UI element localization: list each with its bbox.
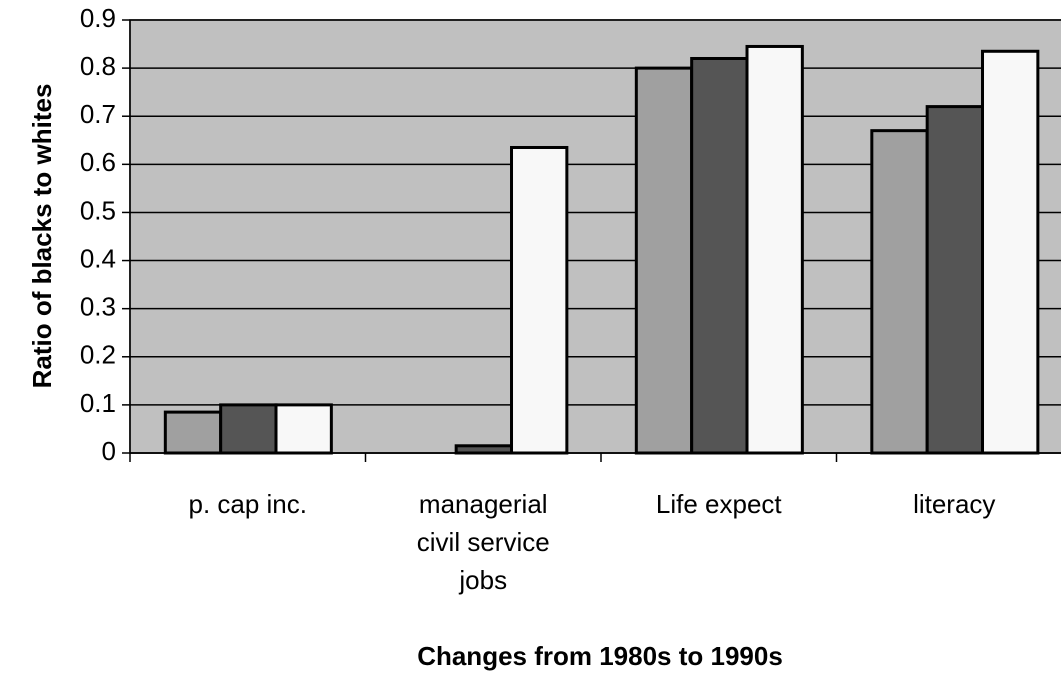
y-tick-label: 0 [102, 436, 116, 466]
bar [745, 44, 804, 455]
x-tick-label: managerial civil service jobs [417, 489, 550, 595]
bar [690, 56, 749, 455]
y-tick-label: 0.2 [80, 340, 116, 370]
bar [454, 444, 514, 455]
bar [634, 66, 694, 455]
x-tick-label: literacy [913, 489, 995, 519]
bar [981, 49, 1040, 455]
bar [163, 410, 223, 455]
x-tick-label: p. cap inc. [188, 489, 307, 519]
y-tick-label: 0.6 [80, 147, 116, 177]
y-tick-label: 0.8 [80, 51, 116, 81]
bar [870, 129, 929, 455]
bar [219, 403, 278, 455]
y-tick-label: 0.9 [80, 3, 116, 33]
bar [510, 145, 569, 455]
x-tick-label: Life expect [656, 489, 783, 519]
y-tick-label: 0.4 [80, 243, 116, 273]
y-tick-label: 0.7 [80, 99, 116, 129]
y-tick-label: 0.1 [80, 388, 116, 418]
bar [274, 403, 333, 455]
y-tick-label: 0.3 [80, 292, 116, 322]
bar [925, 105, 985, 455]
x-axis-title: Changes from 1980s to 1990s [417, 641, 783, 671]
y-axis-title: Ratio of blacks to whites [27, 84, 57, 389]
y-tick-label: 0.5 [80, 195, 116, 225]
